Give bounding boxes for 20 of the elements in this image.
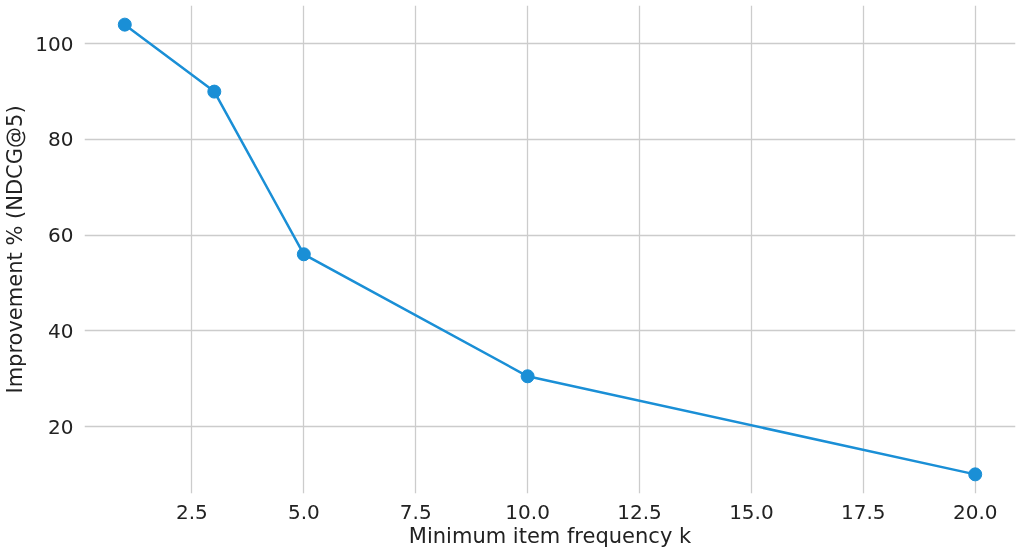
- y-tick-label: 60: [48, 223, 74, 248]
- y-tick-label: 40: [48, 318, 74, 343]
- x-axis-title: Minimum item frequency k: [408, 523, 692, 548]
- x-tick-label: 12.5: [617, 499, 662, 524]
- x-tick-label: 5.0: [287, 499, 320, 524]
- y-tick-label: 100: [35, 31, 74, 56]
- point: [968, 467, 983, 482]
- x-tick-label: 10.0: [505, 499, 550, 524]
- x-tick-label: 20.0: [952, 499, 998, 524]
- x-tick-label: 15.0: [729, 499, 774, 524]
- y-axis-title: Improvement % (NDCG@5): [3, 105, 28, 394]
- point: [117, 17, 132, 32]
- point: [207, 84, 222, 99]
- point: [296, 247, 311, 262]
- x-tick-label: 2.5: [176, 499, 208, 524]
- x-tick-label: 7.5: [399, 499, 432, 524]
- y-tick-label: 20: [48, 414, 74, 439]
- y-tick-label: 80: [48, 127, 74, 152]
- point: [520, 369, 535, 384]
- x-tick-label: 17.5: [841, 499, 886, 524]
